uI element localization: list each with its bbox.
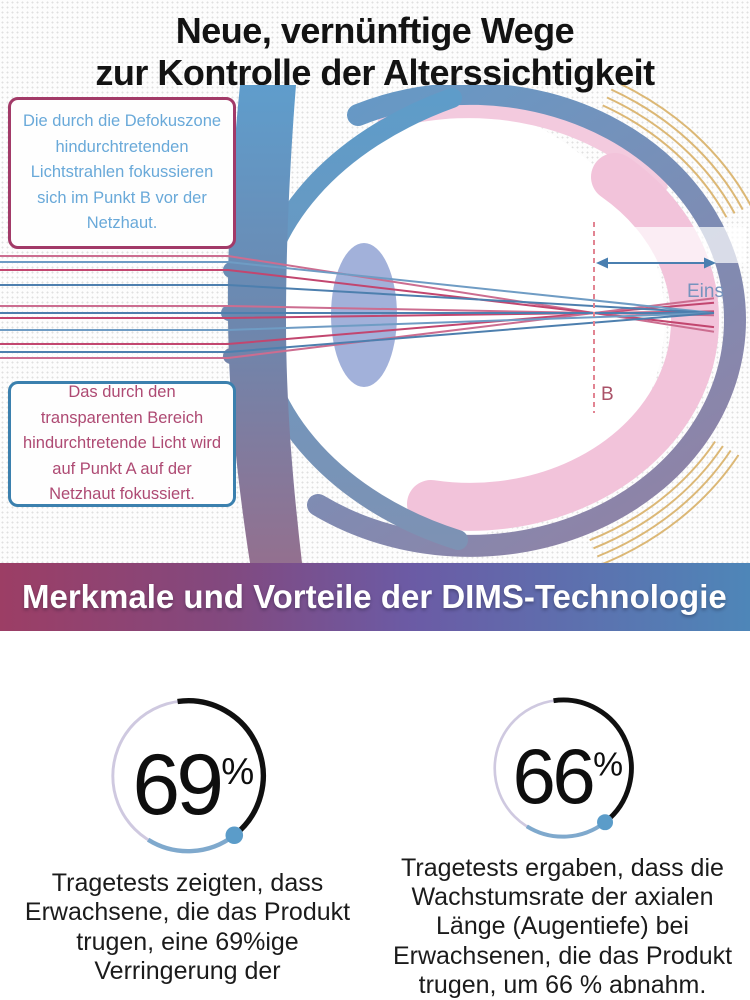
title-line-2: zur Kontrolle der Alterssichtigkeit — [95, 52, 655, 94]
stats-section: 69 % Tragetests zeigten, dass Erwachsene… — [0, 631, 750, 1000]
title-line-1: Neue, vernünftige Wege — [175, 10, 575, 51]
top-section: Neue, vernünftige Wege zur Kontrolle der… — [0, 0, 750, 563]
eyeball-interior — [258, 98, 665, 540]
light-rays-blue — [0, 261, 715, 353]
stat-card-66: 66 % Tragetests ergaben, dass die Wachst… — [375, 693, 750, 1000]
stat-ring-69: 69 % — [110, 698, 266, 854]
ring-arc-black — [176, 698, 266, 838]
label-eins: Eins — [687, 281, 724, 302]
callout-clear-zone: Das durch den transparenten Bereich hind… — [8, 381, 236, 507]
gold-hatch-lower — [589, 440, 740, 563]
eye-sclera-band — [307, 85, 747, 557]
section-banner: Merkmale und Vorteile der DIMS-Technolog… — [0, 563, 750, 631]
label-b: B — [601, 384, 614, 405]
page-title: Neue, vernünftige Wege zur Kontrolle der… — [0, 0, 750, 93]
ring-arc-blue — [146, 833, 236, 854]
callout-clear-text: Das durch den transparenten Bereich hind… — [22, 383, 222, 504]
stat-unit: % — [593, 746, 623, 783]
ring-arc-blue — [525, 820, 606, 839]
stat-value: 66 — [512, 732, 592, 820]
callout-defocus-zone: Die durch die Defokuszone hindurchtreten… — [8, 97, 236, 249]
callout-defocus-text: Die durch die Defokuszone hindurchtreten… — [22, 112, 222, 233]
eye-diagram-canvas: Eins B — [0, 85, 750, 563]
distance-arrow — [596, 257, 716, 269]
ring-arc-black — [552, 697, 634, 825]
stat-description: Tragetests zeigten, dass Erwachsene, die… — [24, 869, 351, 985]
eye-diagram: Eins B Die durch die Defokuszone hindurc… — [0, 85, 750, 563]
stat-description: Tragetests ergaben, dass die Wachstumsra… — [392, 853, 733, 999]
ring-dot — [596, 814, 613, 831]
stat-value: 69 — [132, 737, 220, 833]
stat-ring-66: 66 % — [492, 697, 634, 839]
ring-dot — [224, 826, 243, 845]
highlight-streak — [598, 227, 746, 263]
banner-title: Merkmale und Vorteile der DIMS-Technolog… — [22, 578, 727, 615]
stat-unit: % — [221, 750, 254, 792]
gold-hatch-upper — [602, 85, 750, 218]
stat-card-69: 69 % Tragetests zeigten, dass Erwachsene… — [0, 693, 375, 1000]
